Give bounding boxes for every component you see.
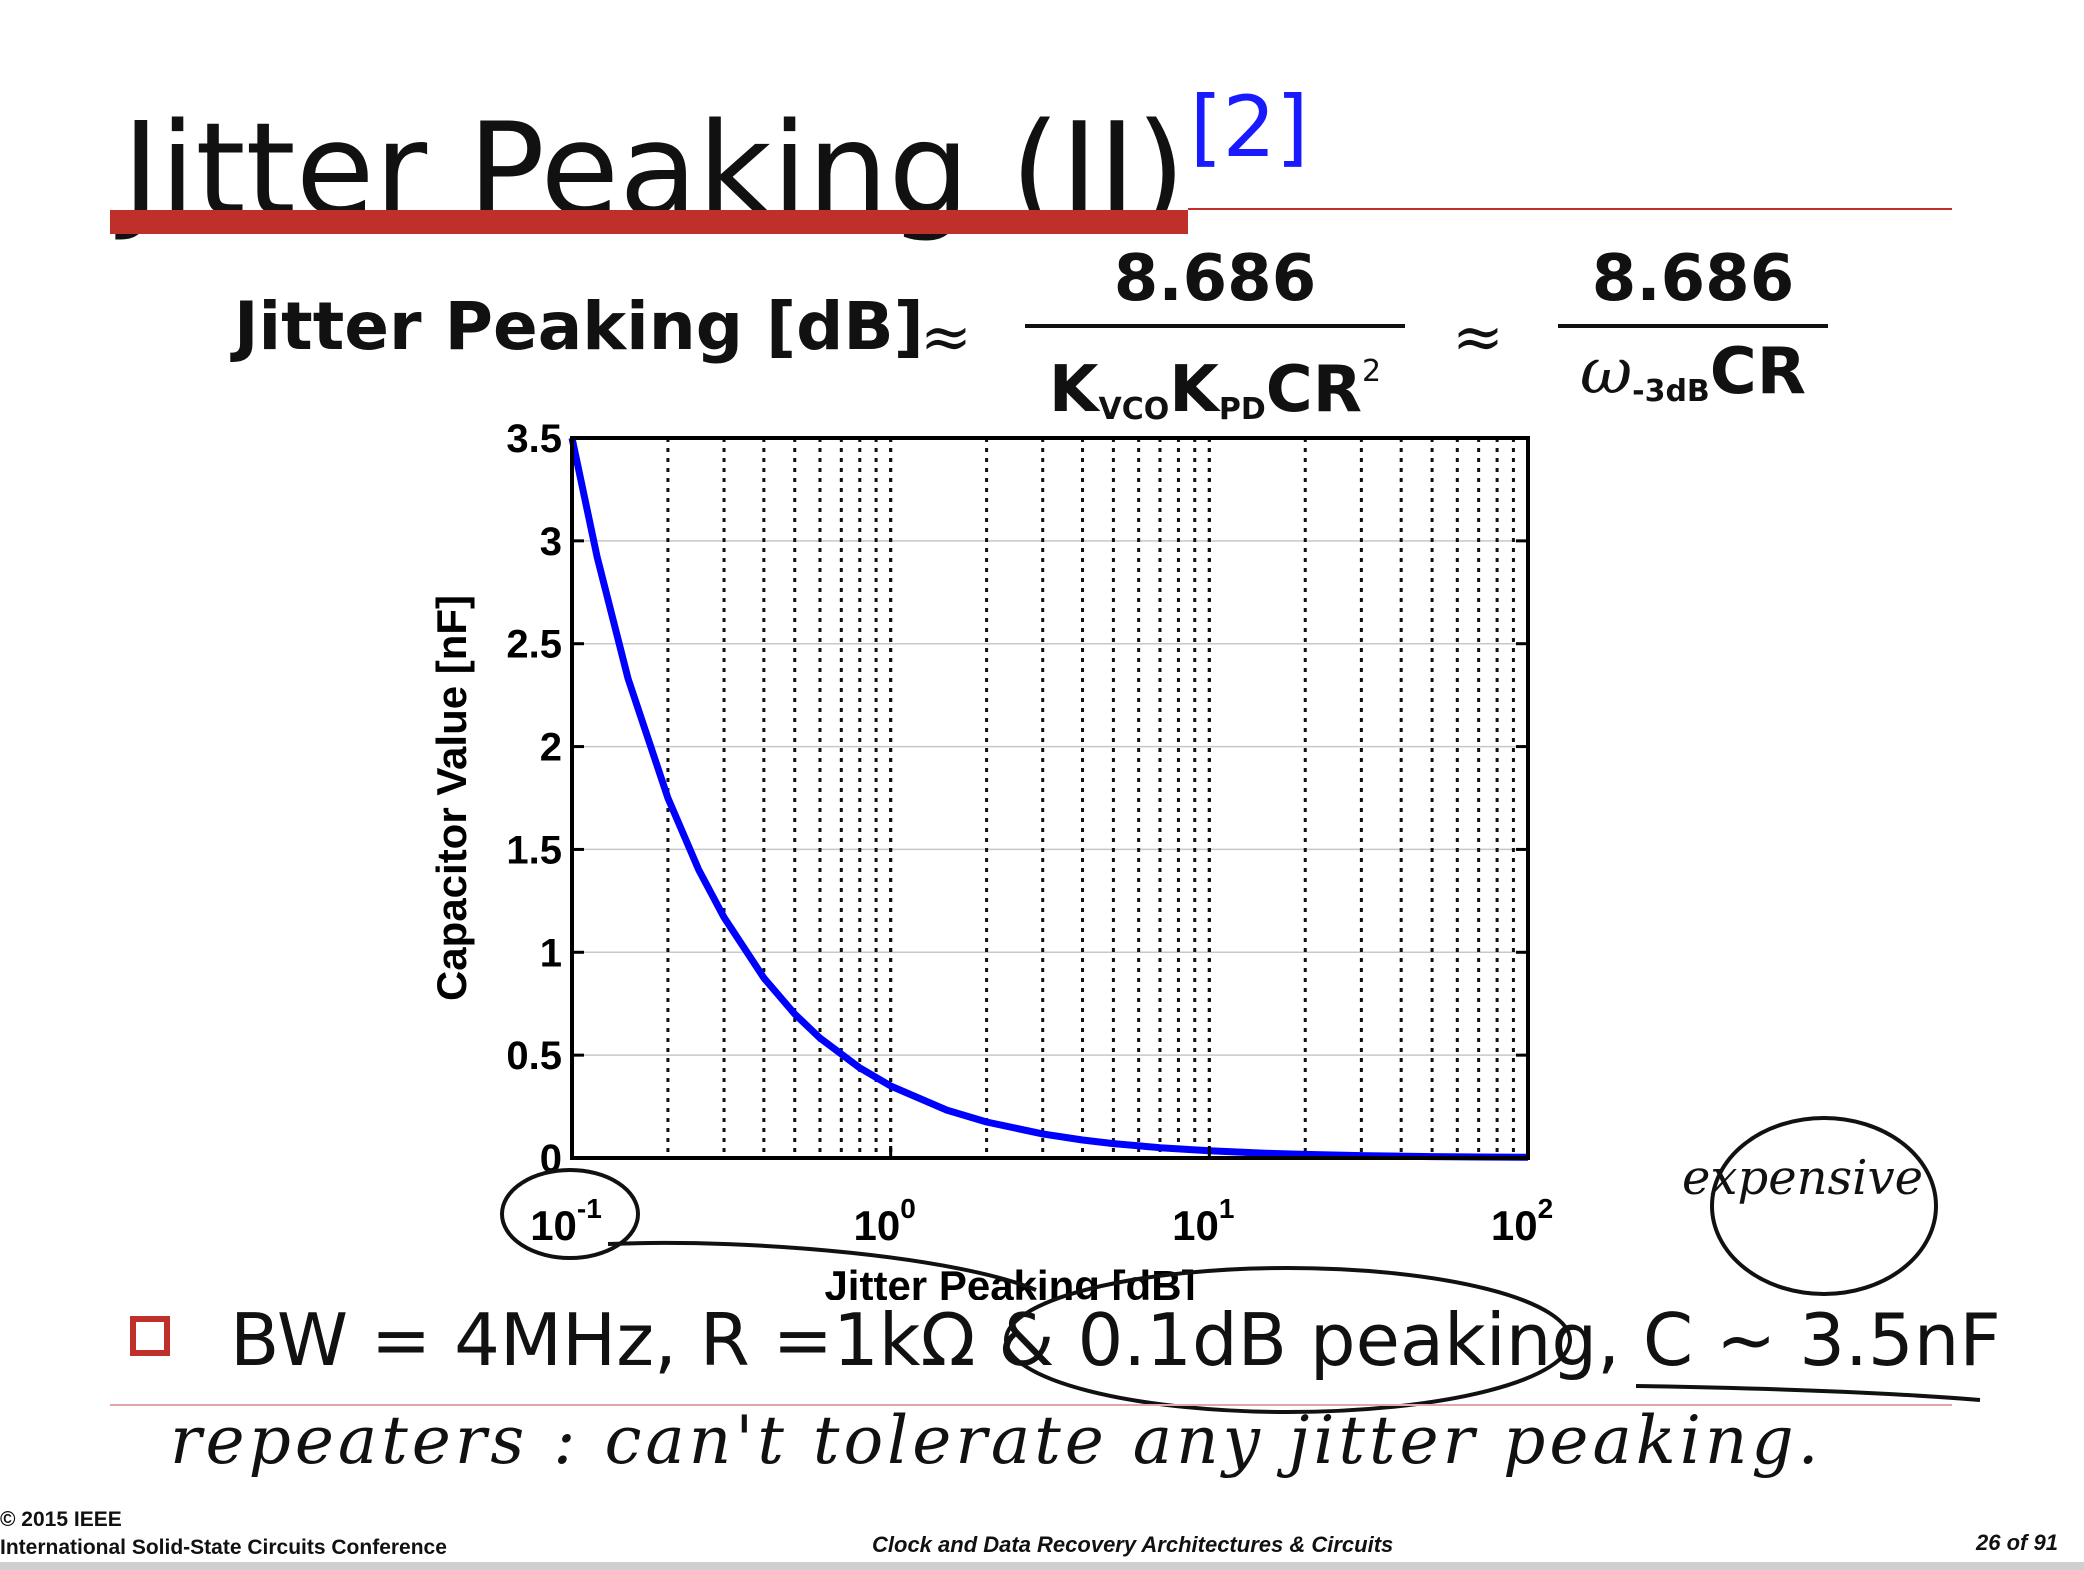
y-tick-label: 3 <box>540 520 562 564</box>
fraction-2-numerator: 8.686 <box>1591 242 1795 316</box>
fraction-1-denominator: KVCOKPDCR2 <box>1025 334 1405 448</box>
plot-frame <box>570 436 1530 1160</box>
approx-sign-1: ≈ <box>920 300 972 373</box>
handwritten-expensive: expensive <box>1682 1150 1924 1206</box>
cr-term-1: CR <box>1265 353 1362 427</box>
x-tick-label: 100 <box>854 1193 916 1249</box>
x-tick-label: 10-1 <box>530 1193 602 1249</box>
y-tick-label: 1 <box>540 931 562 975</box>
k-pd: K <box>1169 353 1219 427</box>
x-tick-label: 102 <box>1491 1193 1553 1249</box>
grid-layer <box>572 438 1528 1158</box>
title-reference: [2] <box>1189 78 1309 176</box>
fraction-2-denominator: ω-3dBCR <box>1558 334 1828 430</box>
circle-around-expensive <box>1710 1116 1938 1296</box>
k-vco: K <box>1048 353 1099 427</box>
x-tick-base: 10 <box>1491 1202 1538 1249</box>
x-tick-exponent: 0 <box>900 1193 916 1224</box>
cr-term-2: CR <box>1709 335 1807 409</box>
y-tick-label: 0 <box>540 1137 562 1181</box>
fraction-2-bar <box>1558 324 1828 328</box>
y-tick-label: 2 <box>540 726 562 770</box>
x-tick-exponent: 2 <box>1538 1193 1554 1224</box>
bullet-text: BW = 4MHz, R =1kΩ & 0.1dB peaking, C ~ 3… <box>230 1298 2001 1382</box>
footer-conference: International Solid-State Circuits Confe… <box>0 1536 447 1559</box>
x-tick-exponent: 1 <box>1219 1193 1235 1224</box>
bullet-marker <box>130 1316 170 1356</box>
pd-subscript: PD <box>1218 392 1266 427</box>
formula: Jitter Peaking [dB] ≈ 8.686 KVCOKPDCR2 ≈… <box>230 240 1850 430</box>
capacitor-vs-peaking-chart: 00.511.522.533.510-1 100 101 102 Capacitor … <box>428 420 1553 1300</box>
y-tick-label: 2.5 <box>506 623 562 667</box>
y-tick-label: 1.5 <box>506 828 562 872</box>
tick-layer: 00.511.522.533.510-1 100 101 102 <box>506 420 1553 1249</box>
footer-copyright: © 2015 IEEE <box>0 1508 122 1531</box>
x-tick-base: 10 <box>854 1202 901 1249</box>
footer-page-number: 26 of 91 <box>1976 1530 2058 1555</box>
title-underline-thick <box>110 210 1188 234</box>
y-tick-label: 3.5 <box>506 420 562 461</box>
x-tick-label: 101 <box>1172 1193 1234 1249</box>
omega-subscript: -3dB <box>1632 374 1710 409</box>
y-tick-label: 0.5 <box>506 1034 562 1078</box>
title-underline-thin <box>1188 208 1952 210</box>
square-superscript: 2 <box>1361 354 1382 389</box>
y-axis-label: Capacitor Value [nF] <box>428 595 475 1001</box>
fraction-1-bar <box>1025 324 1405 328</box>
vco-subscript: VCO <box>1098 392 1170 427</box>
capacitor-curve <box>568 437 1529 1161</box>
fraction-1: 8.686 KVCOKPDCR2 <box>1025 240 1405 448</box>
x-tick-base: 10 <box>530 1202 577 1249</box>
footer-bar <box>0 1562 2084 1570</box>
omega-symbol: ω <box>1579 335 1633 409</box>
formula-lhs: Jitter Peaking [dB] <box>234 288 924 365</box>
approx-sign-2: ≈ <box>1452 300 1504 373</box>
bottom-divider <box>110 1404 1952 1406</box>
footer-course-title: Clock and Data Recovery Architectures & … <box>872 1532 1394 1557</box>
curve-layer <box>568 437 1529 1161</box>
handwritten-note: repeaters : can't tolerate any jitter pe… <box>170 1402 1823 1479</box>
x-tick-exponent: -1 <box>577 1193 602 1224</box>
fraction-1-numerator: 8.686 <box>1113 242 1317 316</box>
x-tick-base: 10 <box>1172 1202 1219 1249</box>
fraction-2: 8.686 ω-3dBCR <box>1558 240 1828 430</box>
footer-left: © 2015 IEEE International Solid-State Ci… <box>0 1506 447 1562</box>
